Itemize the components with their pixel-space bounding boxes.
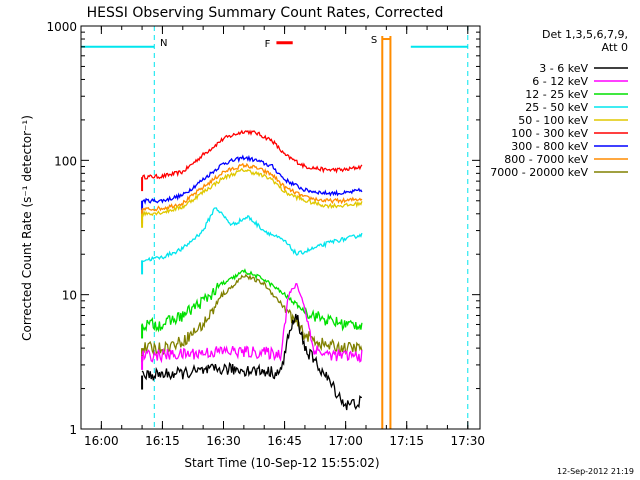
legend-label-0: 3 - 6 keV <box>539 62 588 75</box>
chart-title: HESSI Observing Summary Count Rates, Cor… <box>87 5 444 21</box>
series-line-5 <box>141 268 363 333</box>
legend-label-8: 7000 - 20000 keV <box>490 166 588 179</box>
legend-label-2: 12 - 25 keV <box>525 88 588 101</box>
y-tick-label-3: 1000 <box>46 20 77 34</box>
legend-label-6: 300 - 800 keV <box>511 140 588 153</box>
footer-timestamp: 12-Sep-2012 21:19 <box>557 467 634 476</box>
legend-title-line-1: Det 1,3,5,6,7,9, <box>542 28 628 41</box>
x-tick-label-5: 17:15 <box>389 434 424 448</box>
axes: 16:00 16:15 16:30 16:45 17:00 17:15 17:30 1 10 10… <box>46 20 485 448</box>
series-line-2 <box>141 162 363 212</box>
x-axis-label: Start Time (10-Sep-12 15:55:02) <box>184 456 379 470</box>
series-line-7 <box>141 283 363 364</box>
legend-label-7: 800 - 7000 keV <box>504 153 588 166</box>
x-tick-label-2: 16:30 <box>206 434 241 448</box>
y-tick-label-2: 100 <box>54 154 77 168</box>
series-line-8 <box>141 313 362 411</box>
x-tick-label-0: 16:00 <box>84 434 119 448</box>
series-line-6 <box>141 273 363 356</box>
legend-title-line-2: Att 0 <box>602 41 628 54</box>
x-tick-label-4: 17:00 <box>328 434 363 448</box>
series-line-3 <box>141 167 363 218</box>
y-axis-label: Corrected Count Rate (s⁻¹ detector⁻¹) <box>20 115 34 341</box>
y-tick-label-0: 1 <box>69 423 77 437</box>
legend-label-5: 100 - 300 keV <box>511 127 588 140</box>
series-line-1 <box>141 154 363 205</box>
legend-label-3: 25 - 50 keV <box>525 101 588 114</box>
annotation-n: N <box>160 38 167 49</box>
legend-label-4: 50 - 100 keV <box>518 114 588 127</box>
x-tick-label-6: 17:30 <box>450 434 485 448</box>
legend-label-1: 6 - 12 keV <box>532 75 588 88</box>
plot-frame <box>80 25 481 430</box>
x-tick-label-3: 16:45 <box>267 434 302 448</box>
x-tick-label-1: 16:15 <box>145 434 180 448</box>
series-line-0 <box>141 129 363 180</box>
annotation-s: S <box>371 35 377 46</box>
y-tick-label-1: 10 <box>62 289 77 303</box>
series-line-4 <box>141 207 363 263</box>
annotation-f: F <box>265 39 271 50</box>
